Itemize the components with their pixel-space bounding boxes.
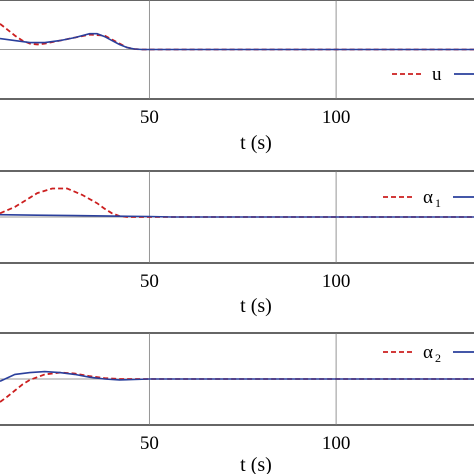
series-line-dashed	[0, 23, 474, 51]
legend-label-subscript: 1	[435, 196, 441, 210]
legend-label: u	[432, 64, 442, 85]
series-line-solid	[0, 32, 474, 51]
series-line-solid	[0, 213, 474, 218]
x-axis-label: t (s)	[240, 132, 272, 154]
legend-label: α	[423, 342, 433, 363]
x-tick-label-100: 100	[322, 433, 351, 454]
panel-1: 50 100 t (s) u	[0, 0, 474, 154]
x-tick-label-50: 50	[140, 271, 159, 292]
legend-label-subscript: 2	[435, 351, 441, 365]
legend-label: α	[423, 187, 433, 208]
series-line-dashed	[0, 187, 474, 218]
series-line-dashed	[0, 371, 474, 403]
x-axis-label: t (s)	[240, 454, 272, 474]
axes-frame	[0, 332, 474, 426]
x-tick-label-50: 50	[140, 107, 159, 128]
series-line-solid	[0, 370, 474, 383]
axes-frame	[0, 170, 474, 264]
panel-2: 50 100 t (s) α 1	[0, 170, 474, 317]
panel-3: 50 100 t (s) α 2	[0, 332, 474, 474]
x-tick-label-100: 100	[322, 271, 351, 292]
x-tick-label-100: 100	[322, 107, 351, 128]
x-tick-label-50: 50	[140, 433, 159, 454]
legend: u	[392, 64, 474, 85]
x-axis-label: t (s)	[240, 295, 272, 317]
axes-frame	[0, 0, 474, 100]
